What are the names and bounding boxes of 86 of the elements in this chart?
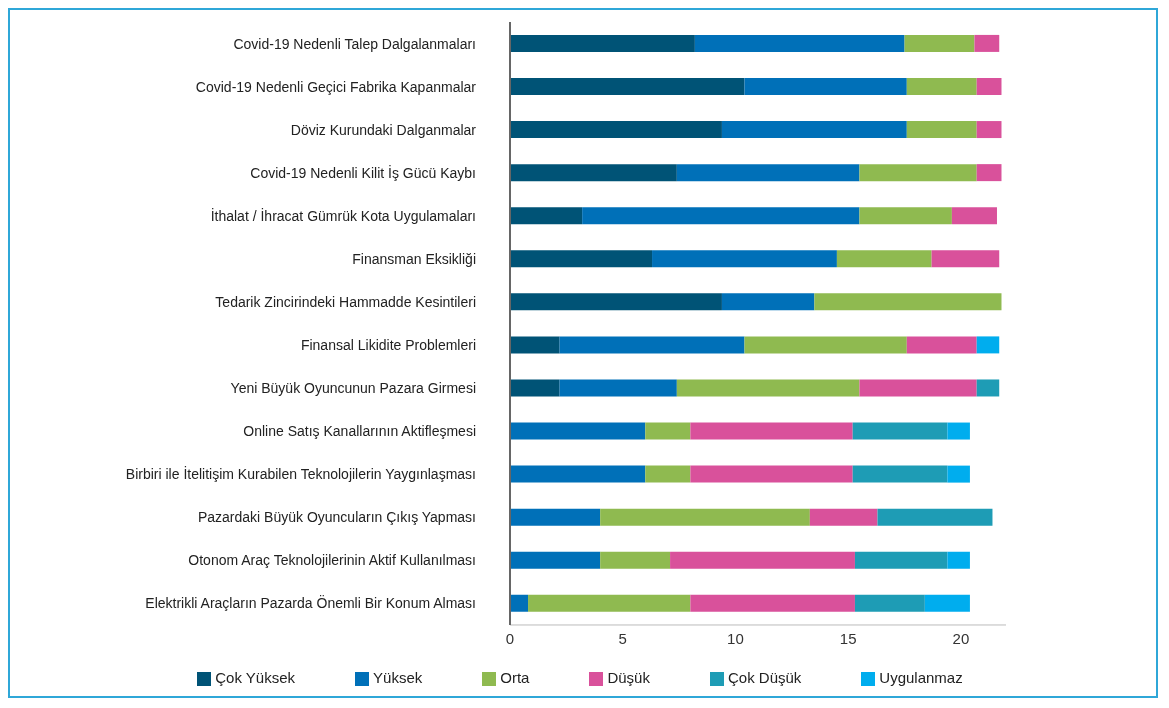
bar bbox=[510, 121, 722, 139]
bar bbox=[528, 594, 691, 612]
bar bbox=[721, 121, 907, 139]
x-tick-label: 5 bbox=[618, 629, 627, 647]
bar bbox=[904, 34, 975, 52]
y-tick-label: Pazardaki Büyük Oyuncuların Çıkış Yapması bbox=[197, 509, 476, 526]
bar bbox=[676, 379, 860, 397]
bar bbox=[510, 293, 722, 311]
bar bbox=[510, 250, 653, 268]
bar bbox=[690, 465, 853, 483]
bar bbox=[510, 594, 529, 612]
bar bbox=[976, 121, 1002, 139]
legend-label: Çok Düşük bbox=[727, 668, 802, 686]
legend-label: Düşük bbox=[607, 668, 650, 686]
bar bbox=[510, 551, 601, 569]
x-tick-label: 15 bbox=[839, 629, 857, 647]
bar bbox=[559, 379, 677, 397]
y-tick-label: Birbiri ile İtelitişim Kurabilen Teknolojilerin Yaygınlaşması bbox=[125, 465, 476, 483]
y-tick-label: Covid-19 Nedenli Kilit İş Gücü Kaybı bbox=[250, 163, 476, 181]
bar bbox=[744, 77, 907, 95]
y-tick-label: Finansal Likidite Problemleri bbox=[300, 336, 476, 353]
bar bbox=[582, 207, 860, 225]
bar bbox=[694, 34, 905, 52]
bar bbox=[947, 465, 970, 483]
legend-label: Yüksek bbox=[373, 668, 423, 686]
bar bbox=[852, 465, 948, 483]
bar bbox=[744, 336, 907, 354]
bar bbox=[652, 250, 837, 268]
bar bbox=[600, 508, 810, 526]
y-tick-label: İthalat / İhracat Gümrük Kota Uygulamaları bbox=[210, 206, 476, 224]
bar bbox=[814, 293, 1002, 311]
bar bbox=[859, 379, 977, 397]
y-tick-label: Yeni Büyük Oyuncunun Pazara Girmesi bbox=[230, 380, 476, 397]
bar bbox=[976, 336, 1000, 354]
bar bbox=[670, 551, 855, 569]
bar bbox=[510, 508, 601, 526]
bar bbox=[510, 207, 583, 225]
x-tick-label: 0 bbox=[505, 629, 515, 647]
bar bbox=[600, 551, 671, 569]
bar bbox=[974, 34, 1000, 52]
bar bbox=[836, 250, 932, 268]
y-tick-label: Tedarik Zincirindeki Hammadde Kesintileri bbox=[215, 293, 476, 310]
bar bbox=[510, 164, 677, 182]
y-tick-label: Elektrikli Araçların Pazarda Önemli Bir Konum Alması bbox=[145, 594, 476, 612]
bar bbox=[721, 293, 815, 311]
bar bbox=[976, 164, 1002, 182]
bar bbox=[690, 594, 855, 612]
bar bbox=[976, 379, 1000, 397]
legend-label: Uygulanmaz bbox=[879, 668, 963, 686]
bar bbox=[645, 465, 691, 483]
y-tick-label: Covid-19 Nedenli Geçici Fabrika Kapanmalar bbox=[195, 78, 477, 95]
bar bbox=[947, 422, 970, 440]
y-tick-label: Döviz Kurundaki Dalganmalar bbox=[290, 121, 477, 138]
bar bbox=[906, 121, 977, 139]
x-tick-label: 20 bbox=[952, 629, 970, 647]
legend-label: Çok Yüksek bbox=[215, 668, 296, 686]
bar bbox=[854, 551, 948, 569]
bar bbox=[510, 34, 695, 52]
bar bbox=[947, 551, 970, 569]
bar bbox=[906, 336, 977, 354]
bar bbox=[809, 508, 878, 526]
bar bbox=[510, 465, 646, 483]
bar bbox=[510, 336, 560, 354]
y-tick-label: Otonom Araç Teknolojilerinin Aktif Kullanılması bbox=[188, 552, 476, 569]
y-tick-label: Covid-19 Nedenli Talep Dalgalanmaları bbox=[233, 35, 476, 52]
bar bbox=[510, 77, 745, 95]
bar bbox=[690, 422, 853, 440]
x-tick-label: 10 bbox=[727, 629, 744, 647]
bar bbox=[510, 379, 560, 397]
bar bbox=[924, 594, 970, 612]
y-tick-label: Finansman Eksikliği bbox=[352, 250, 476, 267]
bar bbox=[859, 207, 952, 225]
legend-label: Orta bbox=[500, 668, 530, 686]
bar bbox=[852, 422, 948, 440]
bar bbox=[931, 250, 1000, 268]
bar bbox=[906, 77, 977, 95]
bar bbox=[951, 207, 997, 225]
bar bbox=[854, 594, 925, 612]
bar bbox=[976, 77, 1002, 95]
bar bbox=[510, 422, 646, 440]
bar bbox=[859, 164, 977, 182]
bar bbox=[676, 164, 860, 182]
bar bbox=[559, 336, 745, 354]
bar bbox=[877, 508, 993, 526]
bar bbox=[645, 422, 691, 440]
y-tick-label: Online Satış Kanallarının Aktifleşmesi bbox=[243, 423, 476, 440]
